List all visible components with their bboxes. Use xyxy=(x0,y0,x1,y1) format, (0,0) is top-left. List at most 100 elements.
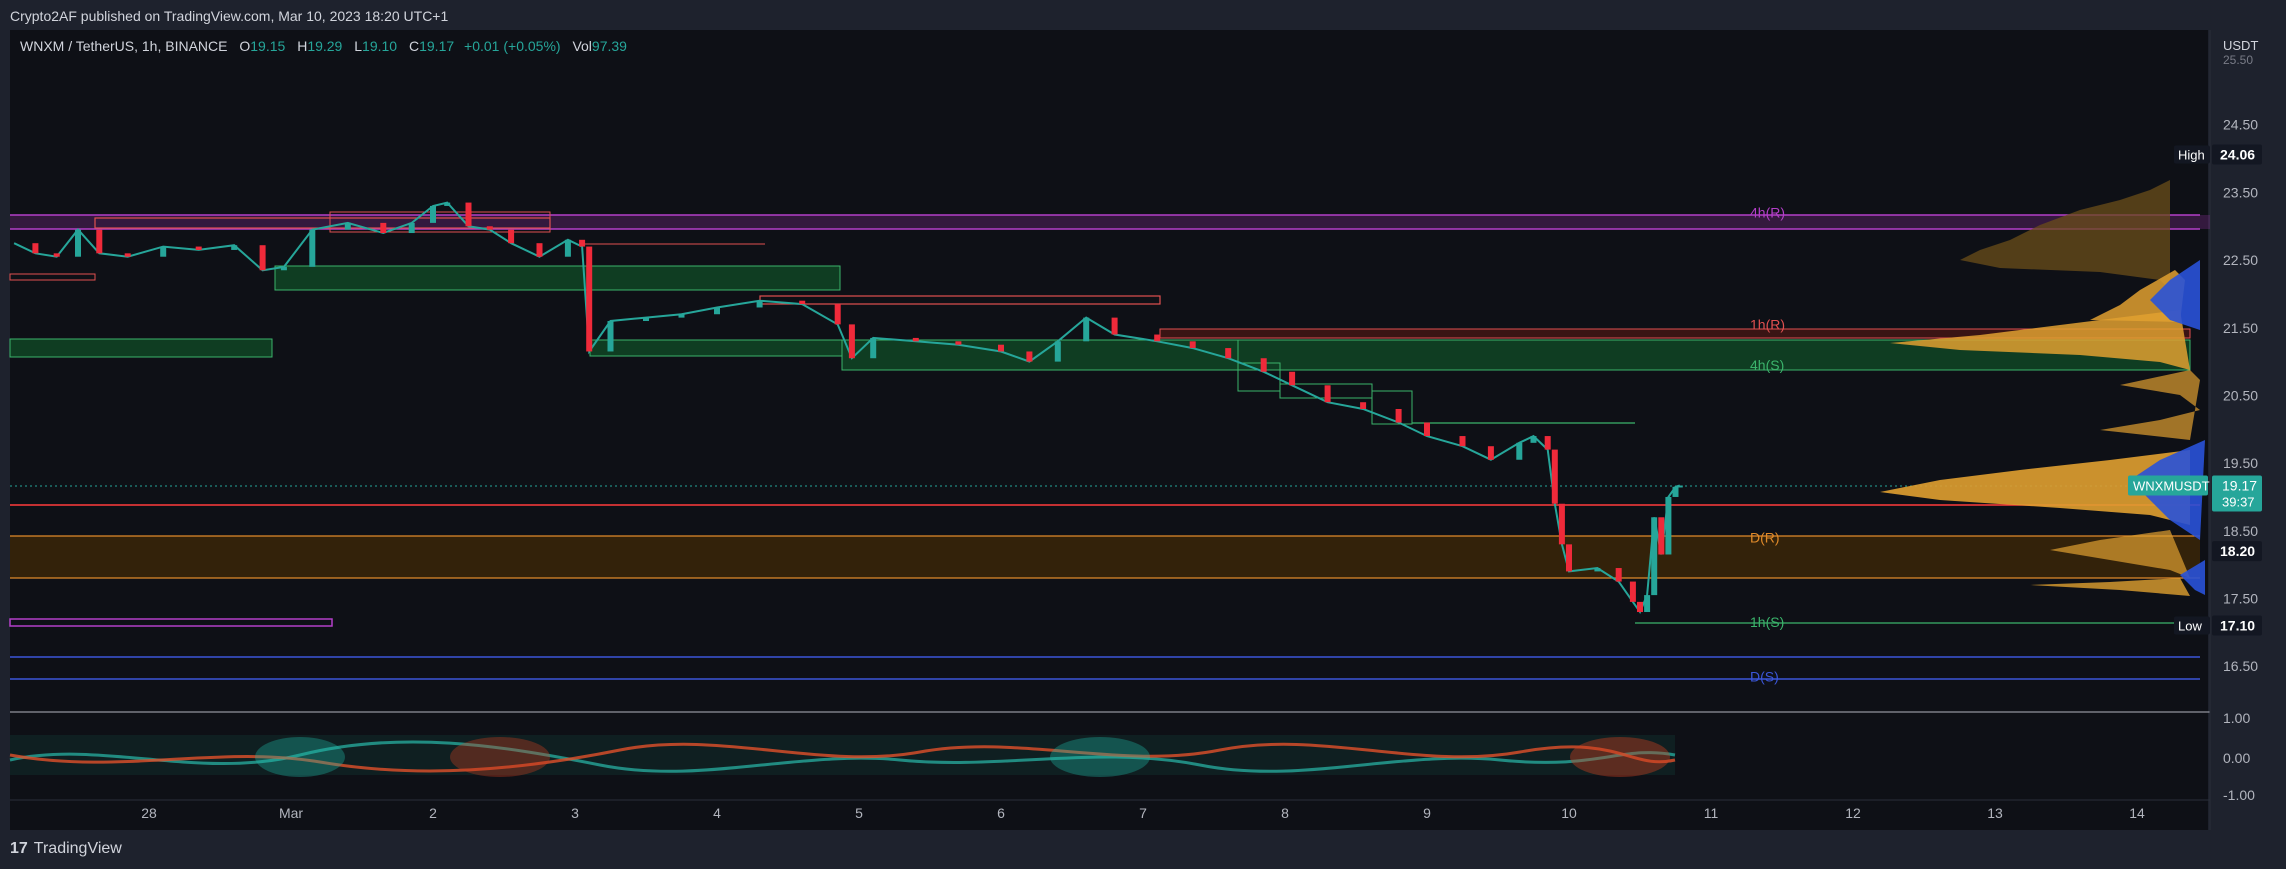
candle xyxy=(1629,581,1636,602)
candle xyxy=(309,229,316,267)
candle xyxy=(1516,442,1523,460)
oscillator-axis: 1.00 0.00 -1.00 xyxy=(2223,710,2255,803)
volume-value: 97.39 xyxy=(591,38,627,54)
price-marker-tag: High xyxy=(2178,148,2205,163)
change-value: +0.01 (+0.05%) xyxy=(464,38,561,54)
y-tick-label: 23.50 xyxy=(2223,184,2258,200)
last-price-value: 19.17 xyxy=(2222,477,2257,493)
price-marker-value: 24.06 xyxy=(2220,147,2255,163)
symbol-legend: WNXM / TetherUS, 1h, BINANCE O19.15 H19.… xyxy=(20,38,627,54)
candle xyxy=(1083,317,1090,342)
x-tick-label: 10 xyxy=(1561,805,1577,821)
candle xyxy=(536,243,543,257)
candle xyxy=(1487,446,1494,460)
candle xyxy=(344,222,351,230)
candle xyxy=(124,253,131,257)
candle xyxy=(160,246,167,257)
zone-label: 1h(R) xyxy=(1750,316,1785,332)
zone-label: 4h(R) xyxy=(1750,205,1785,221)
price-marker: Low 17.10 xyxy=(2174,615,2262,636)
y-tick-label: 17.50 xyxy=(2223,590,2258,606)
zone-label: D(S) xyxy=(1750,668,1779,684)
candle xyxy=(508,229,515,244)
sr-zones xyxy=(9,211,2210,680)
candle xyxy=(586,246,593,352)
candle xyxy=(259,245,266,271)
y-tick-label: 24.50 xyxy=(2223,117,2258,133)
price-marker: 18.20 xyxy=(2212,541,2262,562)
candle xyxy=(380,222,387,234)
candle xyxy=(32,243,39,254)
volume-label: Vol xyxy=(572,38,592,54)
logo-icon: 17 xyxy=(10,840,28,857)
close-label: C xyxy=(408,38,420,54)
x-tick-label: 8 xyxy=(1281,805,1289,821)
y-tick-label-partial: 25.50 xyxy=(2223,53,2253,67)
y-tick-label: 18.50 xyxy=(2223,523,2258,539)
time-axis[interactable]: 28 Mar 2 3 4 5 6 7 8 9 10 11 12 13 14 xyxy=(141,805,2145,821)
x-tick-label: 9 xyxy=(1423,805,1431,821)
candle xyxy=(834,304,841,325)
candle xyxy=(1459,436,1466,447)
candle xyxy=(1530,436,1537,443)
candle xyxy=(1054,341,1061,362)
low-label: L xyxy=(354,38,363,54)
y-tick-label: 20.50 xyxy=(2223,387,2258,403)
candle xyxy=(1644,595,1651,613)
candle xyxy=(955,341,962,345)
open-label: O xyxy=(239,38,251,54)
price-marker-value: 18.20 xyxy=(2220,543,2255,559)
x-tick-label: 11 xyxy=(1704,805,1719,821)
candle xyxy=(430,205,436,223)
high-label: H xyxy=(297,38,308,54)
candle xyxy=(465,202,472,227)
osc-tick-label: 0.00 xyxy=(2223,750,2250,766)
candle xyxy=(75,229,81,257)
candle xyxy=(96,229,103,254)
candle xyxy=(1544,436,1551,450)
candle xyxy=(1324,385,1331,403)
candle xyxy=(1558,503,1565,545)
logo-text: TradingView xyxy=(33,840,122,857)
candle xyxy=(1658,517,1665,555)
volume-profile xyxy=(1880,180,2205,596)
chart-area[interactable] xyxy=(10,30,2208,830)
x-tick-label: 7 xyxy=(1139,805,1147,821)
candle xyxy=(870,337,877,359)
symbol-title[interactable]: WNXM / TetherUS, 1h, BINANCE xyxy=(20,38,228,54)
candle xyxy=(280,266,287,271)
price-series xyxy=(13,201,1683,615)
candle xyxy=(1566,544,1572,572)
candle xyxy=(1395,408,1402,423)
candle xyxy=(444,202,451,206)
candle xyxy=(1424,422,1430,437)
candle xyxy=(1360,402,1367,409)
zone-label: 1h(S) xyxy=(1750,614,1784,630)
last-price-countdown: 39:37 xyxy=(2222,494,2255,509)
oscillator-pane xyxy=(9,735,1676,777)
x-tick-label: 28 xyxy=(141,805,157,821)
candle xyxy=(1225,348,1232,359)
tradingview-logo[interactable]: 17 TradingView xyxy=(10,840,122,858)
osc-tick-label: -1.00 xyxy=(2223,787,2255,803)
candle xyxy=(1651,517,1658,596)
candle xyxy=(756,300,763,308)
low-value: 19.10 xyxy=(362,38,398,54)
x-tick-label: 6 xyxy=(997,805,1005,821)
y-tick-label: 21.50 xyxy=(2223,320,2258,336)
candle xyxy=(1637,601,1643,613)
high-value: 19.29 xyxy=(307,38,343,54)
candle xyxy=(231,245,238,250)
last-price-symbol: WNXMUSDT xyxy=(2133,478,2210,493)
candle xyxy=(1594,568,1601,572)
x-tick-label: 4 xyxy=(713,805,721,821)
candle xyxy=(53,253,60,257)
candle xyxy=(1260,358,1267,372)
candle xyxy=(1551,449,1558,504)
candle xyxy=(1289,371,1296,386)
candle xyxy=(195,246,202,250)
candle xyxy=(912,337,919,342)
